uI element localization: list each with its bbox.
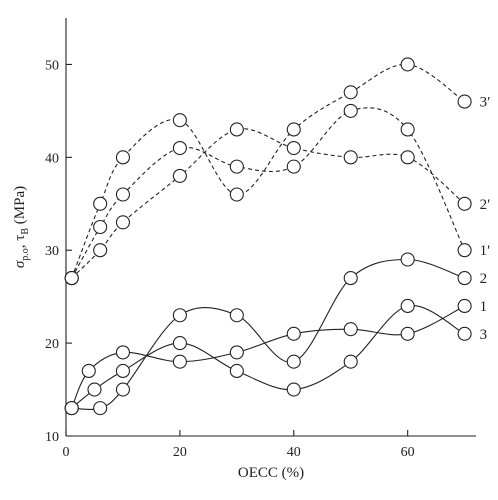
data-point	[343, 85, 358, 100]
data-point	[115, 187, 130, 202]
data-point	[286, 140, 301, 156]
data-point	[286, 326, 301, 341]
y-axis-title-sub2: B	[20, 228, 31, 235]
data-point	[400, 298, 415, 314]
series-label: 2′	[480, 197, 491, 213]
series-curves	[71, 63, 466, 411]
series-line	[71, 128, 465, 279]
data-point	[286, 354, 301, 369]
series-line	[71, 305, 465, 409]
data-point	[229, 122, 244, 137]
data-point	[457, 326, 472, 341]
data-point	[343, 271, 358, 286]
y-axis-title: σp.o, τB (MPa)	[12, 186, 31, 268]
data-point	[115, 345, 130, 360]
y-tick-label: 10	[45, 430, 59, 445]
data-point	[286, 122, 301, 137]
data-point	[93, 219, 108, 235]
data-point	[286, 159, 301, 174]
data-point	[172, 354, 187, 369]
data-point	[93, 243, 108, 258]
series-label: 1′	[480, 243, 491, 259]
data-point	[343, 150, 358, 165]
data-point	[229, 187, 244, 202]
series-markers	[64, 57, 472, 416]
data-point	[400, 150, 415, 165]
data-point	[115, 363, 130, 379]
x-tick-label: 40	[287, 445, 301, 460]
data-point	[343, 103, 358, 118]
data-point	[115, 382, 130, 397]
series-label: 3	[480, 327, 488, 343]
ticks: 10 20 30 40 50 0 20 40 60	[45, 58, 415, 460]
y-tick-label: 50	[45, 58, 59, 73]
data-point	[93, 401, 108, 416]
y-tick-label: 40	[45, 151, 59, 166]
data-point	[457, 196, 472, 211]
y-axis-title-symbol: σ	[12, 260, 28, 268]
series-label: 2	[480, 271, 488, 287]
data-point	[64, 271, 79, 286]
data-point	[229, 308, 244, 323]
x-tick-label: 60	[401, 445, 415, 460]
data-point	[93, 196, 108, 211]
data-point	[400, 122, 415, 137]
series-label: 3′	[480, 95, 491, 111]
data-point	[400, 57, 415, 72]
data-point	[400, 252, 415, 267]
data-point	[457, 271, 472, 286]
y-axis-title-mid: , τ	[12, 235, 28, 249]
data-point	[172, 308, 187, 323]
data-point	[172, 113, 187, 128]
series-line	[71, 305, 465, 409]
data-point	[400, 326, 415, 341]
data-point	[172, 336, 187, 351]
x-axis-title: OECC (%)	[238, 465, 304, 481]
data-point	[229, 363, 244, 379]
data-point	[229, 345, 244, 360]
y-axis-title-sub1: p.o	[20, 248, 31, 261]
y-tick-label: 20	[45, 337, 59, 352]
y-tick-label: 30	[45, 244, 59, 259]
data-point	[286, 382, 301, 397]
data-point	[87, 382, 102, 397]
x-tick-label: 0	[63, 445, 70, 460]
data-point	[172, 140, 187, 156]
data-point	[457, 243, 472, 258]
data-point	[457, 298, 472, 314]
data-point	[64, 401, 79, 416]
data-point	[81, 363, 96, 379]
data-point	[343, 322, 358, 337]
data-point	[115, 215, 130, 230]
data-point	[343, 354, 358, 369]
data-point	[115, 150, 130, 165]
series-line	[71, 63, 465, 279]
series-label: 1	[480, 299, 488, 315]
y-axis-title-unit: (MPa)	[12, 186, 28, 228]
data-point	[229, 159, 244, 174]
data-point	[172, 168, 187, 183]
x-tick-label: 20	[173, 445, 187, 460]
data-point	[457, 94, 472, 109]
series-labels: 3′ 2′ 1′ 1 3 2	[480, 95, 491, 343]
